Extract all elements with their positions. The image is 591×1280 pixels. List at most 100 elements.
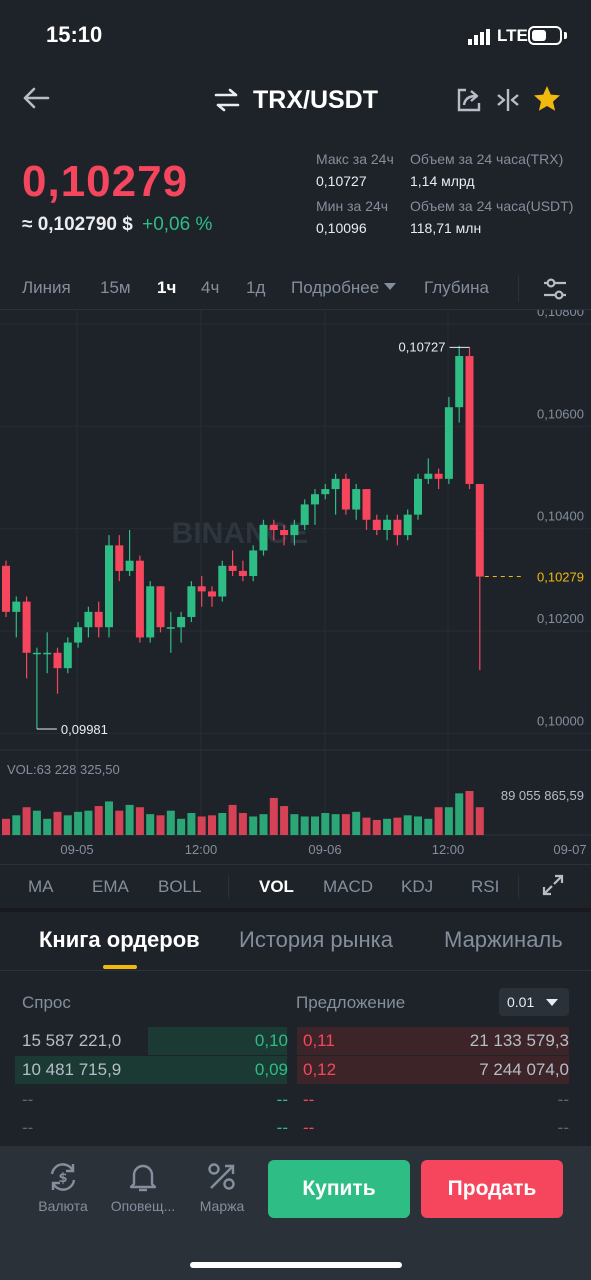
bid-depth-bar bbox=[15, 1056, 287, 1084]
ask-depth-bar bbox=[297, 1056, 569, 1084]
candle-body bbox=[352, 489, 361, 510]
tab-depth[interactable]: Глубина bbox=[424, 278, 489, 297]
pair-title[interactable]: TRX/USDT bbox=[253, 86, 378, 114]
sell-button[interactable]: Продать bbox=[421, 1160, 563, 1218]
tab-margin-data[interactable]: Маржиналь bbox=[444, 927, 563, 952]
tab-1d[interactable]: 1д bbox=[246, 278, 266, 297]
ask-qty: -- bbox=[557, 1090, 569, 1109]
candle-body bbox=[331, 478, 340, 490]
swap-pair-icon[interactable] bbox=[214, 88, 240, 112]
volume-bar bbox=[280, 806, 289, 835]
volume-bar bbox=[63, 815, 72, 835]
candlestick-chart[interactable]: BINANCE 0,108000,106000,104000,102000,10… bbox=[0, 310, 591, 860]
ind-macd[interactable]: MACD bbox=[323, 877, 374, 896]
candle-body bbox=[125, 560, 134, 571]
volume-bar bbox=[465, 791, 474, 835]
candle-body bbox=[434, 473, 443, 479]
status-time: 15:10 bbox=[46, 22, 103, 47]
ind-ema[interactable]: EMA bbox=[92, 877, 129, 896]
interval-tabs: Линия 15м 1ч 4ч 1д Подробнее Глубина bbox=[0, 278, 591, 302]
tab-more[interactable]: Подробнее bbox=[291, 278, 397, 298]
volume-bar bbox=[455, 793, 464, 835]
candle-body bbox=[341, 478, 350, 510]
currency-convert-icon[interactable]: $ bbox=[46, 1160, 80, 1194]
volume-bars bbox=[2, 791, 484, 835]
candle-body bbox=[424, 473, 433, 479]
favorite-star-icon[interactable] bbox=[532, 84, 562, 114]
signal-icon bbox=[468, 29, 490, 45]
price-approx-value: ≈ 0,102790 $ bbox=[22, 214, 133, 235]
bell-icon[interactable] bbox=[126, 1160, 160, 1194]
candle-body bbox=[321, 489, 330, 495]
fullscreen-icon[interactable] bbox=[542, 874, 564, 896]
candle-body bbox=[53, 652, 62, 669]
chart-settings-icon[interactable] bbox=[542, 278, 568, 300]
volume-bar bbox=[187, 813, 196, 835]
price-axis-label: 0,10800 bbox=[537, 310, 584, 319]
volume-bar bbox=[362, 817, 371, 835]
battery-icon bbox=[528, 26, 562, 45]
high-24h-label: Макс за 24ч bbox=[316, 151, 394, 167]
compare-icon[interactable] bbox=[496, 87, 520, 113]
last-price: 0,10279 bbox=[22, 157, 189, 206]
ind-boll[interactable]: BOLL bbox=[158, 877, 202, 896]
candle-body bbox=[32, 652, 41, 655]
bid-depth-bar bbox=[148, 1027, 287, 1055]
bid-header: Спрос bbox=[22, 993, 71, 1012]
share-icon[interactable] bbox=[456, 87, 482, 113]
ind-ma[interactable]: MA bbox=[28, 877, 54, 896]
home-indicator[interactable] bbox=[190, 1262, 402, 1268]
candle-body bbox=[146, 586, 155, 638]
time-axis: 09-05 12:00 09-06 12:00 09-07 bbox=[60, 842, 586, 857]
vol-usdt-label: Объем за 24 часа(USDT) bbox=[410, 198, 574, 214]
tab-4h[interactable]: 4ч bbox=[201, 278, 220, 297]
vol-trx-label: Объем за 24 часа(TRX) bbox=[410, 151, 564, 167]
candle-body bbox=[300, 504, 309, 525]
price-axis-label: 0,10400 bbox=[537, 509, 584, 524]
nav-currency-label[interactable]: Валюта bbox=[38, 1198, 88, 1214]
order-book-row[interactable]: 15 587 221,0 0,10 0,11 21 133 579,3 bbox=[0, 1027, 591, 1055]
ind-rsi[interactable]: RSI bbox=[471, 877, 500, 896]
volume-bar bbox=[135, 807, 144, 835]
volume-bar bbox=[393, 817, 402, 835]
candle-body bbox=[228, 565, 237, 571]
back-arrow-icon[interactable] bbox=[22, 86, 50, 110]
tab-order-book[interactable]: Книга ордеров bbox=[39, 927, 200, 952]
candle-body bbox=[414, 478, 422, 515]
price-axis: 0,10800 0,10600 0,10400 0,10200 0,10000 bbox=[537, 310, 584, 728]
tab-line[interactable]: Линия bbox=[22, 278, 71, 297]
order-book-row[interactable]: 10 481 715,9 0,09 0,12 7 244 074,0 bbox=[0, 1056, 591, 1084]
ask-price: 0,11 bbox=[303, 1031, 335, 1050]
tab-1h[interactable]: 1ч bbox=[157, 278, 177, 297]
candle-body bbox=[74, 627, 83, 643]
price-step-select[interactable]: 0.01 bbox=[499, 988, 569, 1016]
candle-body bbox=[311, 494, 319, 505]
ind-vol[interactable]: VOL bbox=[259, 877, 294, 896]
candle-body bbox=[372, 519, 381, 530]
caret-down-icon bbox=[546, 999, 559, 1006]
candle-body bbox=[475, 483, 484, 577]
chart-grid bbox=[0, 310, 591, 836]
volume-bar bbox=[115, 810, 124, 835]
buy-button[interactable]: Купить bbox=[268, 1160, 410, 1218]
margin-percent-icon[interactable] bbox=[205, 1160, 239, 1194]
candle-body bbox=[383, 519, 392, 530]
price-step-value: 0.01 bbox=[507, 994, 535, 1010]
ind-kdj[interactable]: KDJ bbox=[401, 877, 434, 896]
section-separator bbox=[0, 908, 591, 912]
low-24h-value: 0,10096 bbox=[316, 220, 367, 236]
tab-market-history[interactable]: История рынка bbox=[239, 927, 393, 952]
candle-body bbox=[22, 601, 31, 653]
volume-bar bbox=[146, 814, 155, 835]
tab-15m[interactable]: 15м bbox=[100, 278, 131, 297]
high-marker-label: 0,10727 bbox=[399, 339, 446, 354]
bid-qty: 15 587 221,0 bbox=[22, 1031, 122, 1050]
volume-bar bbox=[84, 810, 93, 835]
chart-top-border bbox=[0, 309, 591, 310]
ask-qty: -- bbox=[557, 1118, 569, 1137]
volume-bar bbox=[249, 816, 258, 835]
nav-alerts-label[interactable]: Оповещ... bbox=[110, 1198, 176, 1214]
tab-more-label: Подробнее bbox=[291, 278, 380, 297]
low-24h-label: Мин за 24ч bbox=[316, 198, 389, 214]
nav-margin-label[interactable]: Маржа bbox=[199, 1198, 245, 1214]
